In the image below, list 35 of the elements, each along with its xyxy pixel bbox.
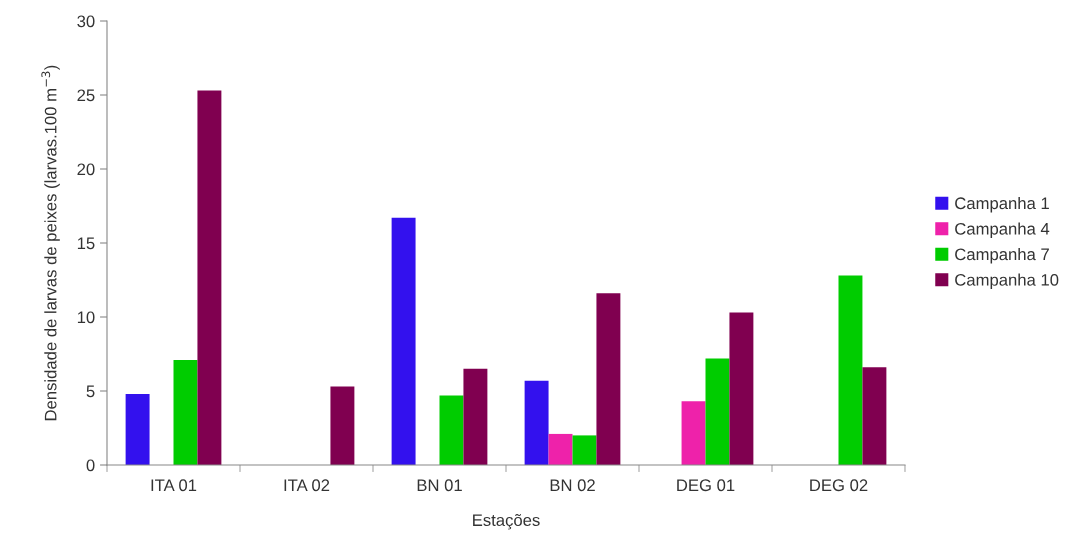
y-tick-label: 10 — [77, 311, 95, 324]
x-tick-label: DEG 01 — [677, 479, 735, 492]
bar — [439, 395, 464, 465]
x-tick-label: ITA 02 — [284, 479, 330, 492]
bar — [705, 358, 730, 465]
bar — [173, 359, 198, 465]
bar — [125, 393, 150, 465]
bar — [330, 386, 355, 465]
bar — [862, 367, 887, 465]
y-tick-label: 15 — [77, 237, 95, 250]
bar — [463, 368, 488, 465]
bar — [197, 90, 222, 465]
y-tick-label: 20 — [77, 163, 95, 176]
legend-label: Campanha 1 — [955, 196, 1049, 213]
y-axis-title: Densidade de larvas de peixes (larvas.100 m$^{−3}$) — [41, 65, 60, 421]
bar — [572, 435, 597, 465]
bar — [596, 293, 621, 465]
legend-label: Campanha 7 — [955, 248, 1049, 264]
bar — [838, 275, 863, 465]
bar — [391, 217, 416, 465]
bar — [548, 433, 573, 465]
x-tick-label: ITA 01 — [151, 479, 197, 492]
bar — [524, 380, 549, 465]
bar — [729, 312, 754, 465]
legend-label: Campanha 4 — [955, 222, 1050, 238]
y-tick-label: 0 — [86, 459, 95, 472]
x-tick-label: BN 02 — [550, 479, 595, 492]
y-tick-label: 30 — [77, 15, 95, 28]
x-tick-label: BN 01 — [417, 479, 462, 492]
x-tick-label: DEG 02 — [810, 479, 868, 492]
legend-label: Campanha 10 — [955, 273, 1059, 290]
x-axis-title: Estações — [473, 513, 540, 530]
y-tick-label: 5 — [86, 385, 95, 398]
y-tick-label: 25 — [77, 89, 95, 102]
bar — [681, 401, 706, 465]
